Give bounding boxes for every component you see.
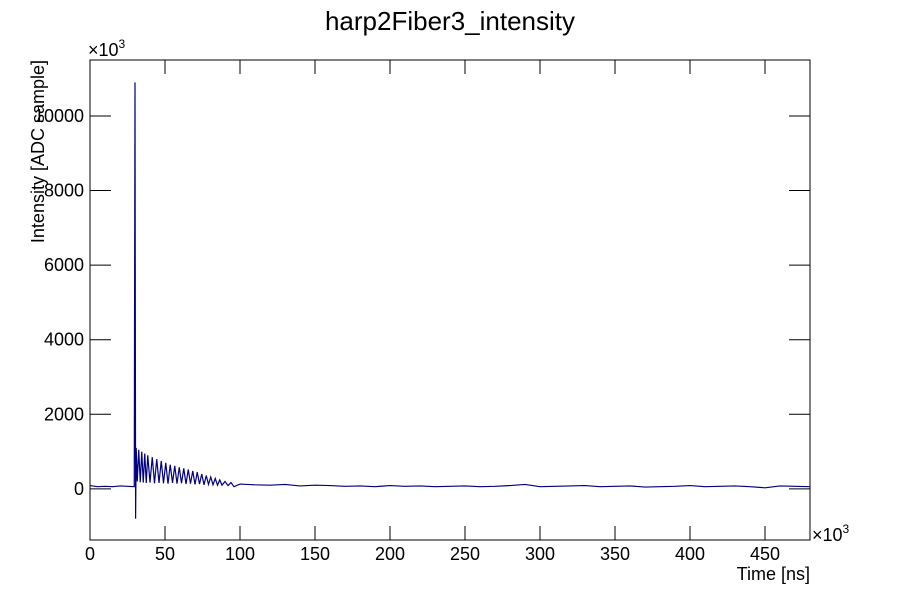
y-axis-label: Intensity [ADC sample]: [28, 60, 48, 243]
x-multiplier-base: ×10: [812, 525, 843, 545]
y-multiplier-exponent: 3: [119, 37, 126, 51]
plot-frame: [89, 59, 811, 541]
x-tick-label: 0: [85, 544, 95, 564]
y-tick-label: 10000: [34, 106, 84, 126]
x-tick-label: 200: [375, 544, 405, 564]
y-tick-label: 6000: [44, 255, 84, 275]
x-tick-label: 350: [600, 544, 630, 564]
x-tick-label: 450: [750, 544, 780, 564]
x-tick-label: 300: [525, 544, 555, 564]
chart-title: harp2Fiber3_intensity: [325, 6, 575, 36]
x-tick-label: 50: [155, 544, 175, 564]
x-tick-label: 250: [450, 544, 480, 564]
x-tick-label: 100: [225, 544, 255, 564]
y-multiplier: ×103: [88, 37, 126, 60]
y-multiplier-base: ×10: [88, 40, 119, 60]
x-axis-label: Time [ns]: [737, 564, 810, 584]
x-tick-label: 400: [675, 544, 705, 564]
y-tick-label: 8000: [44, 181, 84, 201]
y-tick-label: 0: [74, 479, 84, 499]
x-multiplier-exponent: 3: [843, 522, 850, 536]
x-multiplier: ×103: [812, 522, 850, 545]
y-tick-label: 2000: [44, 404, 84, 424]
y-tick-label: 4000: [44, 330, 84, 350]
x-tick-label: 150: [300, 544, 330, 564]
data-line: [89, 82, 811, 519]
